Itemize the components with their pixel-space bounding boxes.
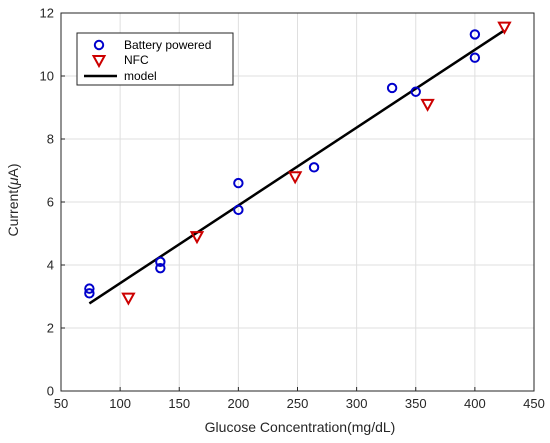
nfc-point: [189, 231, 205, 245]
legend: Battery powered NFC model: [76, 32, 234, 86]
x-tick-label: 50: [54, 396, 68, 411]
legend-label-nfc: NFC: [124, 53, 149, 67]
y-axis-label-mu: μ: [5, 177, 21, 186]
legend-marker-circle: [93, 39, 105, 51]
y-axis-label: Current(μA): [5, 163, 21, 236]
nfc-point: [287, 171, 303, 185]
battery-powered-point: [233, 177, 244, 189]
battery-powered-point: [308, 162, 320, 173]
x-tick-label: 100: [109, 396, 131, 411]
legend-item-battery-powered: Battery powered: [93, 38, 211, 52]
x-tick-label: 350: [405, 396, 427, 411]
nfc-point: [121, 292, 136, 306]
x-tick-label: 300: [346, 396, 368, 411]
y-tick-label: 10: [40, 69, 54, 84]
battery-powered-point: [84, 288, 95, 299]
nfc-point: [497, 21, 512, 35]
x-axis-label: Glucose Concentration(mg/dL): [205, 419, 396, 435]
y-tick-label: 4: [47, 258, 54, 273]
y-tick-label: 2: [47, 321, 54, 336]
x-tick-label: 250: [287, 396, 309, 411]
y-tick-label: 6: [47, 195, 54, 210]
y-axis-label-prefix: Current(: [5, 185, 21, 237]
battery-powered-point: [410, 86, 421, 97]
battery-powered-point: [155, 262, 166, 274]
y-tick-label: 8: [47, 132, 54, 147]
series-layer: [84, 21, 512, 306]
y-tick-label: 12: [40, 6, 54, 21]
battery-powered-point: [155, 256, 166, 268]
legend-label-model: model: [124, 69, 157, 83]
x-tick-label: 200: [228, 396, 250, 411]
legend-item-model: model: [84, 69, 157, 83]
battery-powered-point: [386, 82, 398, 94]
battery-powered-point: [84, 283, 95, 294]
y-axis-label-suffix: A): [5, 163, 21, 177]
axis-ticks: 50 100 150 200 250 300 350 400 450 0 2 4 6 8 10 12: [40, 6, 545, 412]
battery-powered-point: [233, 204, 244, 216]
x-tick-label: 150: [168, 396, 190, 411]
legend-label-battery-powered: Battery powered: [124, 38, 211, 52]
y-tick-label: 0: [47, 384, 54, 399]
nfc-point: [420, 98, 435, 112]
legend-item-nfc: NFC: [91, 53, 149, 69]
legend-marker-triangle: [91, 55, 107, 69]
battery-powered-point: [469, 52, 481, 63]
x-tick-label: 450: [523, 396, 545, 411]
x-tick-label: 400: [464, 396, 486, 411]
battery-powered-point: [469, 29, 481, 40]
